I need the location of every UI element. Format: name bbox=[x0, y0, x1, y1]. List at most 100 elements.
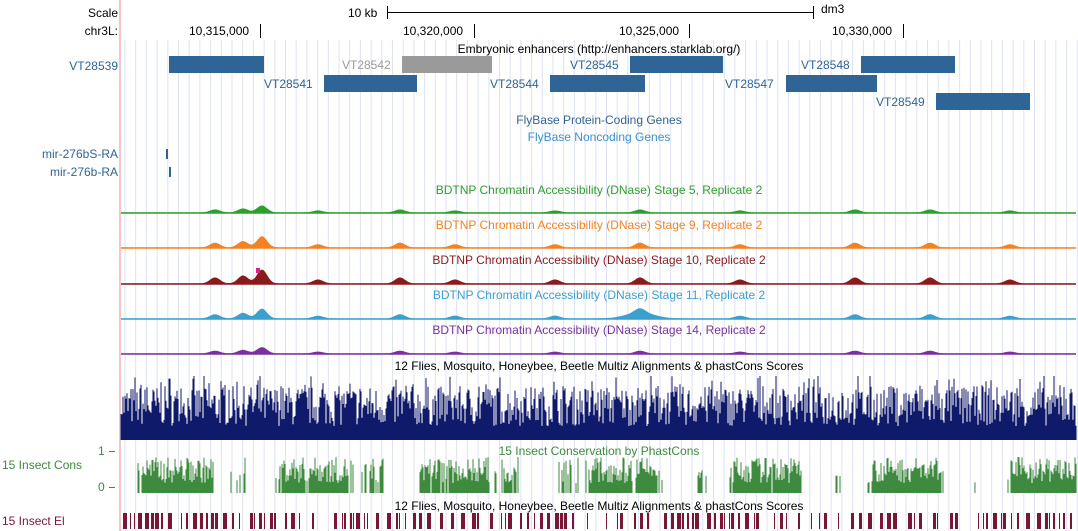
conserved-element bbox=[647, 513, 649, 529]
conserved-element bbox=[215, 513, 218, 529]
conserved-element bbox=[461, 513, 465, 529]
enhancer-label-vt28544[interactable]: VT28544 bbox=[490, 77, 539, 91]
enhancer-item-vt28539[interactable] bbox=[169, 56, 264, 73]
enhancer-item-vt28547[interactable] bbox=[786, 75, 877, 92]
conserved-element bbox=[1059, 513, 1060, 529]
conserved-element bbox=[193, 513, 197, 529]
ruler-position: 10,320,000 bbox=[403, 24, 464, 38]
enhancer-label-vt28542[interactable]: VT28542 bbox=[342, 58, 391, 72]
conserved-element bbox=[824, 513, 827, 529]
conserved-element bbox=[756, 513, 759, 529]
conserved-element bbox=[505, 513, 506, 529]
phastcons-min-label: 0 bbox=[98, 480, 105, 494]
track-label-divider bbox=[119, 0, 121, 531]
conserved-element bbox=[707, 513, 711, 529]
conserved-element bbox=[993, 513, 997, 529]
conserved-element bbox=[955, 513, 958, 529]
conserved-element bbox=[819, 513, 820, 529]
conserved-element bbox=[572, 513, 574, 529]
conserved-element bbox=[527, 513, 529, 529]
conserved-element bbox=[620, 513, 623, 529]
conserved-element bbox=[677, 513, 681, 529]
conserved-element bbox=[223, 513, 227, 529]
conserved-element bbox=[138, 513, 142, 529]
conserved-element bbox=[692, 513, 694, 529]
conserved-element bbox=[986, 513, 988, 529]
conserved-element bbox=[520, 513, 522, 529]
conserved-element bbox=[714, 513, 716, 529]
conserved-element bbox=[367, 513, 368, 529]
conserved-element bbox=[1011, 513, 1012, 529]
scale-label: Scale bbox=[87, 6, 118, 20]
dnase-stage9-title: BDTNP Chromatin Accessibility (DNase) St… bbox=[435, 218, 763, 232]
conserved-element bbox=[508, 513, 512, 529]
gene-item-mir-276b[interactable] bbox=[169, 167, 171, 177]
enhancer-item-vt28545[interactable] bbox=[630, 56, 723, 73]
conserved-element bbox=[291, 513, 295, 529]
conserved-element bbox=[211, 513, 214, 529]
conserved-element bbox=[472, 513, 476, 529]
ruler-position: 10,325,000 bbox=[619, 24, 680, 38]
conserved-element bbox=[1053, 513, 1055, 529]
conserved-element bbox=[186, 513, 188, 529]
conserved-element bbox=[274, 513, 276, 529]
ruler-tick bbox=[903, 24, 904, 38]
conserved-element bbox=[1017, 513, 1019, 529]
enhancer-label-vt28539[interactable]: VT28539 bbox=[69, 59, 118, 73]
assembly-label: dm3 bbox=[821, 2, 845, 16]
conserved-element bbox=[983, 513, 984, 529]
gene-label-mir-276bs[interactable]: mir-276bS-RA bbox=[41, 147, 118, 161]
enhancer-item-vt28549[interactable] bbox=[936, 93, 1030, 110]
conserved-element bbox=[419, 513, 422, 529]
scale-bar bbox=[387, 12, 814, 13]
conserved-element bbox=[731, 513, 734, 529]
elements-side-label[interactable]: 15 Insect El bbox=[2, 514, 65, 528]
conserved-element bbox=[451, 513, 454, 529]
enhancer-label-vt28541[interactable]: VT28541 bbox=[264, 77, 313, 91]
conserved-element bbox=[1063, 513, 1065, 529]
conserved-element bbox=[695, 513, 699, 529]
enhancer-item-vt28544[interactable] bbox=[550, 75, 645, 92]
conserved-element bbox=[1026, 513, 1030, 529]
conserved-element bbox=[560, 513, 563, 529]
conserved-element bbox=[427, 513, 431, 529]
coding-genes-track-title: FlyBase Protein-Coding Genes bbox=[516, 113, 682, 127]
conserved-element bbox=[914, 513, 915, 529]
conserved-element bbox=[342, 513, 343, 529]
chrom-label: chr3L: bbox=[84, 24, 118, 38]
enhancer-item-vt28542[interactable] bbox=[402, 56, 492, 73]
conserved-element bbox=[155, 513, 159, 529]
enhancer-item-vt28548[interactable] bbox=[861, 56, 955, 73]
conserved-element bbox=[396, 513, 398, 529]
phastcons-side-label[interactable]: 15 Insect Cons bbox=[2, 458, 83, 472]
enhancer-label-vt28545[interactable]: VT28545 bbox=[570, 58, 619, 72]
conserved-element bbox=[919, 513, 922, 529]
gene-item-mir-276bs[interactable] bbox=[166, 149, 168, 159]
conserved-element bbox=[134, 513, 135, 529]
conserved-element bbox=[239, 513, 240, 529]
enhancer-label-vt28548[interactable]: VT28548 bbox=[801, 58, 850, 72]
enhancer-label-vt28549[interactable]: VT28549 bbox=[876, 95, 925, 109]
enhancers-track-title: Embryonic enhancers (http://enhancers.st… bbox=[457, 42, 741, 56]
conserved-element bbox=[501, 513, 502, 529]
conserved-element bbox=[1049, 513, 1050, 529]
conserved-element bbox=[640, 513, 643, 529]
conserved-element bbox=[477, 513, 479, 529]
enhancer-label-vt28547[interactable]: VT28547 bbox=[725, 77, 774, 91]
conserved-element bbox=[312, 513, 314, 529]
conserved-element bbox=[555, 513, 559, 529]
conserved-element bbox=[564, 513, 567, 529]
conserved-element bbox=[617, 513, 618, 529]
gene-label-mir-276b[interactable]: mir-276b-RA bbox=[49, 165, 118, 179]
conserved-element bbox=[413, 513, 416, 529]
phastcons-track-title: 15 Insect Conservation by PhastCons bbox=[498, 444, 700, 458]
conserved-element bbox=[344, 513, 346, 529]
conserved-element bbox=[933, 513, 936, 529]
conserved-element bbox=[859, 513, 862, 529]
conserved-element bbox=[664, 513, 667, 529]
conserved-element bbox=[950, 513, 953, 529]
enhancer-item-vt28541[interactable] bbox=[324, 75, 417, 92]
conserved-element bbox=[547, 513, 550, 529]
